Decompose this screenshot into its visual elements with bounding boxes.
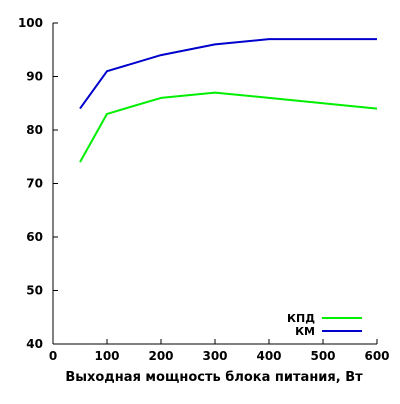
y-tick-label: 90 [26, 70, 43, 84]
y-tick-label: 40 [26, 337, 43, 351]
series-line-1 [80, 39, 377, 109]
y-tick-label: 60 [26, 230, 43, 244]
axes [53, 23, 377, 344]
y-tick-label: 80 [26, 123, 43, 137]
x-tick-label: 600 [364, 349, 389, 363]
x-tick-label: 400 [256, 349, 281, 363]
y-tick-label: 70 [26, 177, 43, 191]
x-axis-title: Выходная мощность блока питания, Вт [65, 370, 363, 385]
x-tick-label: 0 [49, 349, 57, 363]
y-tick-label: 50 [26, 284, 43, 298]
legend-label-0: КПД [287, 312, 315, 325]
x-tick-label: 500 [310, 349, 335, 363]
x-tick-label: 300 [202, 349, 227, 363]
legend-label-1: КМ [295, 325, 315, 338]
series-lines [80, 39, 377, 162]
y-tick-label: 100 [18, 16, 43, 30]
x-tick-label: 100 [94, 349, 119, 363]
tick-labels: 40 50 60 70 80 90 100 0 100 200 300 400 500 600 [18, 16, 390, 363]
series-line-0 [80, 93, 377, 163]
x-tick-label: 200 [148, 349, 173, 363]
